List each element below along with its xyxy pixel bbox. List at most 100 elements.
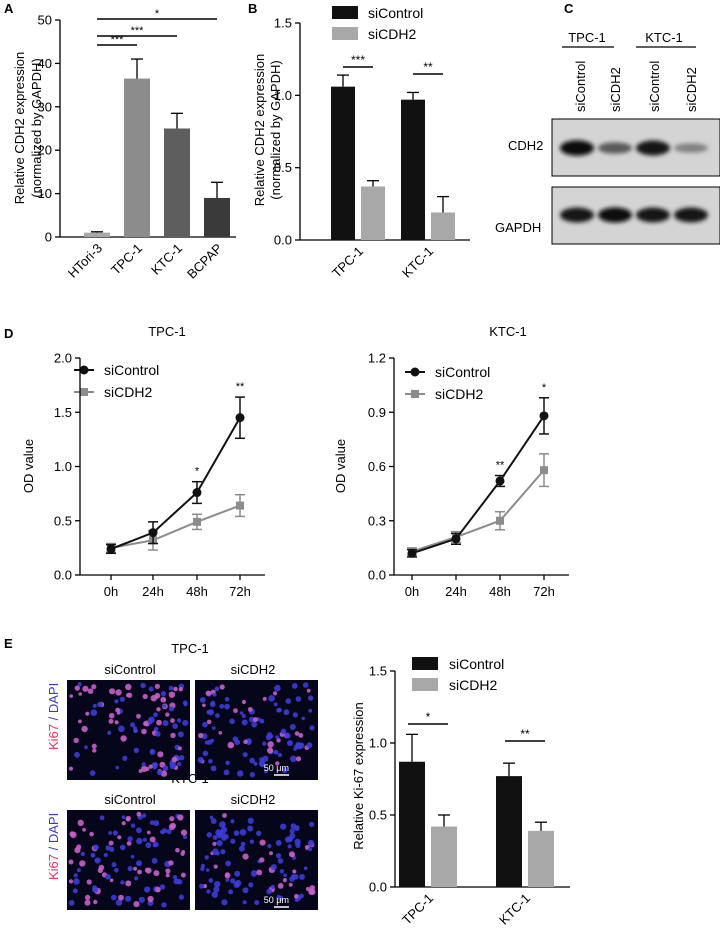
- panel-e-legend-label-sicdh2: siCDH2: [449, 677, 497, 693]
- nucleus: [256, 869, 263, 876]
- nucleus: [281, 767, 288, 773]
- nucleus: [118, 725, 125, 733]
- nucleus: [223, 769, 230, 776]
- nucleus: [108, 718, 114, 724]
- blot-lane-label-3: siControl: [647, 61, 662, 112]
- nucleus: [275, 840, 282, 846]
- nucleus: [233, 708, 238, 714]
- nucleus: [161, 902, 167, 908]
- panel-d-tpc1-xtick-label-2: 48h: [186, 584, 208, 599]
- panel-b-xtick-label-1: KTC-1: [399, 244, 436, 281]
- nucleus: [298, 742, 305, 749]
- blot-row-label-gapdh: GAPDH: [495, 220, 541, 235]
- nucleus: [213, 886, 220, 893]
- nucleus: [111, 862, 117, 868]
- panel-e-xtick-label-0: TPC-1: [399, 891, 436, 928]
- nucleus: [215, 851, 220, 856]
- panel-d-ktc1-series-line-0: [411, 415, 545, 555]
- panel-d-tpc1-legend-label-sicontrol: siControl: [104, 362, 159, 378]
- nucleus: [159, 884, 166, 890]
- nucleus: [227, 741, 235, 749]
- nucleus: [262, 741, 267, 746]
- nucleus: [109, 878, 114, 883]
- panel-d-ktc1-ytick-label-3: 0.9: [368, 405, 386, 420]
- nucleus: [84, 745, 88, 750]
- nucleus: [219, 703, 225, 709]
- nucleus: [93, 844, 99, 851]
- nucleus: [209, 815, 214, 820]
- nucleus: [230, 838, 236, 844]
- nucleus: [276, 853, 282, 859]
- nucleus: [279, 869, 285, 874]
- nucleus: [294, 838, 301, 846]
- nucleus: [79, 860, 86, 867]
- nucleus: [130, 854, 135, 859]
- nucleus: [218, 731, 223, 735]
- blot-band-1-3: [674, 207, 708, 223]
- panel-a-ylabel-1: Relative CDH2 expression: [12, 52, 27, 204]
- panel-d-ktc1-point-0-0: [407, 548, 417, 558]
- nucleus: [247, 817, 254, 824]
- nucleus: [206, 719, 212, 725]
- panel-d-tpc1-ytick-label-2: 1.0: [54, 459, 72, 474]
- nucleus: [74, 847, 81, 854]
- nucleus: [211, 891, 218, 898]
- nucleus: [78, 692, 82, 696]
- panel-d-ktc1-sig-label-3: *: [542, 382, 547, 394]
- nucleus: [110, 894, 117, 901]
- nucleus: [144, 867, 150, 873]
- nucleus: [169, 706, 174, 712]
- stain-ki67: Ki67: [46, 724, 61, 750]
- nucleus: [143, 721, 148, 727]
- nucleus: [153, 820, 160, 827]
- nucleus: [267, 844, 272, 849]
- nucleus: [138, 896, 145, 903]
- nucleus: [206, 889, 211, 894]
- nucleus: [224, 696, 230, 702]
- panel-d-ktc1-sig-label-2: **: [496, 460, 505, 472]
- nucleus: [115, 689, 122, 696]
- panel-a-sig-label-0: ***: [111, 34, 125, 46]
- nucleus: [210, 818, 217, 825]
- panel-e-legend-swatch-sicdh2: [412, 678, 438, 691]
- nucleus: [239, 829, 247, 836]
- panel-d-tpc1-title: TPC-1: [148, 324, 186, 339]
- nucleus: [309, 821, 315, 828]
- panel-a-bar-1: [124, 78, 150, 237]
- nucleus: [138, 769, 143, 773]
- panel-a-bar-3: [204, 197, 230, 237]
- nucleus: [168, 691, 176, 698]
- panel-b-bar-0-0: [331, 86, 355, 240]
- micro-condition-tpc1-sicdh2: siCDH2: [231, 662, 276, 677]
- nucleus: [204, 740, 209, 745]
- panel-d-tpc1-ytick-label-1: 0.5: [54, 513, 72, 528]
- nucleus: [68, 879, 74, 884]
- nucleus: [105, 873, 111, 880]
- panel-a-ytick-label-5: 50: [38, 13, 52, 28]
- nucleus: [199, 697, 206, 703]
- nucleus: [275, 761, 280, 766]
- nucleus: [295, 756, 302, 762]
- panel-a-ylabel-2: (normalized by GAPDH): [29, 58, 44, 197]
- nucleus: [133, 901, 140, 908]
- nucleus: [262, 755, 269, 762]
- nucleus: [277, 707, 282, 713]
- nucleus: [86, 879, 92, 885]
- panel-b-ytick-label-2: 1.0: [274, 88, 292, 103]
- panel-e-legend-swatch-sicontrol: [412, 657, 438, 670]
- nucleus: [121, 821, 126, 826]
- nucleus: [89, 831, 94, 837]
- nucleus: [119, 696, 125, 702]
- panel-d-ktc1-point-0-2: [495, 476, 505, 486]
- nucleus: [204, 855, 209, 860]
- panel-d-ktc1-xtick-label-0: 0h: [405, 584, 419, 599]
- panel-a-ytick-label-4: 40: [38, 56, 52, 71]
- nucleus: [293, 747, 297, 751]
- nucleus: [149, 836, 156, 843]
- micrograph-images: [67, 680, 318, 910]
- nucleus: [308, 708, 313, 713]
- nucleus: [125, 816, 131, 822]
- panel-b-ytick-label-0: 0.0: [274, 233, 292, 248]
- blot-band-1-0: [560, 207, 594, 223]
- panel-d-tpc1-xtick-label-3: 72h: [229, 584, 251, 599]
